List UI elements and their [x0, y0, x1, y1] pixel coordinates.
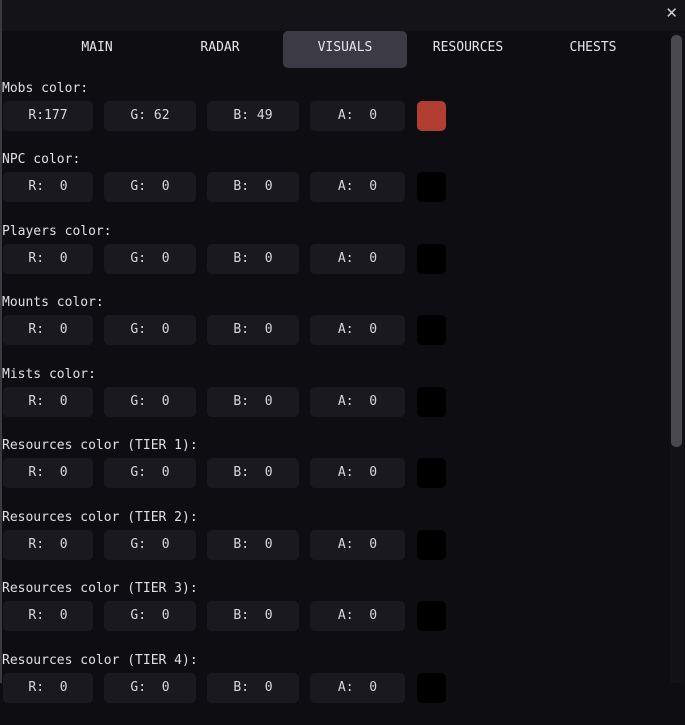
title-bar: ✕ [0, 0, 685, 31]
tab-chests[interactable]: CHESTS [569, 40, 617, 55]
r-channel-input[interactable]: R: 0 [3, 673, 93, 703]
r-channel-input[interactable]: R: 0 [3, 172, 93, 202]
a-channel-input[interactable]: A: 0 [310, 530, 405, 560]
tab-bar: MAIN RADAR VISUALS RESOURCES CHESTS [0, 31, 668, 68]
r-channel-input[interactable]: R: 0 [3, 244, 93, 274]
color-label: Resources color (TIER 1): [2, 438, 198, 453]
g-channel-input[interactable]: G: 0 [104, 458, 196, 488]
a-channel-input[interactable]: A: 0 [310, 315, 405, 345]
color-label: Resources color (TIER 4): [2, 653, 198, 668]
color-label: Resources color (TIER 2): [2, 510, 198, 525]
color-swatch[interactable] [417, 101, 446, 131]
tab-radar[interactable]: RADAR [200, 40, 240, 55]
color-setting: Mobs color: R:177 G: 62 B: 49 A: 0 [0, 81, 668, 153]
color-setting: Players color: R: 0 G: 0 B: 0 A: 0 [0, 224, 668, 296]
g-channel-input[interactable]: G: 0 [104, 530, 196, 560]
color-swatch[interactable] [417, 530, 446, 560]
r-channel-input[interactable]: R:177 [3, 101, 93, 131]
r-channel-input[interactable]: R: 0 [3, 458, 93, 488]
color-label: NPC color: [2, 152, 81, 167]
color-setting: Mists color: R: 0 G: 0 B: 0 A: 0 [0, 367, 668, 439]
b-channel-input[interactable]: B: 0 [207, 530, 299, 560]
color-swatch[interactable] [417, 244, 446, 274]
r-channel-input[interactable]: R: 0 [3, 530, 93, 560]
a-channel-input[interactable]: A: 0 [310, 458, 405, 488]
color-label: Mounts color: [2, 295, 104, 310]
color-setting: Resources color (TIER 3): R: 0 G: 0 B: 0 A: … [0, 581, 668, 653]
scrollbar-thumb[interactable] [671, 35, 682, 447]
color-label: Mists color: [2, 367, 96, 382]
r-channel-input[interactable]: R: 0 [3, 387, 93, 417]
g-channel-input[interactable]: G: 0 [104, 244, 196, 274]
g-channel-input[interactable]: G: 0 [104, 601, 196, 631]
b-channel-input[interactable]: B: 0 [207, 244, 299, 274]
g-channel-input[interactable]: G: 0 [104, 673, 196, 703]
color-setting: Mounts color: R: 0 G: 0 B: 0 A: 0 [0, 295, 668, 367]
color-label: Players color: [2, 224, 112, 239]
g-channel-input[interactable]: G: 62 [104, 101, 196, 131]
a-channel-input[interactable]: A: 0 [310, 172, 405, 202]
tab-main[interactable]: MAIN [81, 40, 113, 55]
a-channel-input[interactable]: A: 0 [310, 673, 405, 703]
g-channel-input[interactable]: G: 0 [104, 387, 196, 417]
b-channel-input[interactable]: B: 0 [207, 458, 299, 488]
a-channel-input[interactable]: A: 0 [310, 601, 405, 631]
b-channel-input[interactable]: B: 0 [207, 172, 299, 202]
color-swatch[interactable] [417, 601, 446, 631]
color-swatch[interactable] [417, 673, 446, 703]
color-setting: NPC color: R: 0 G: 0 B: 0 A: 0 [0, 152, 668, 224]
g-channel-input[interactable]: G: 0 [104, 315, 196, 345]
scrollbar[interactable] [670, 33, 684, 683]
b-channel-input[interactable]: B: 0 [207, 673, 299, 703]
b-channel-input[interactable]: B: 0 [207, 601, 299, 631]
color-swatch[interactable] [417, 315, 446, 345]
b-channel-input[interactable]: B: 0 [207, 315, 299, 345]
color-swatch[interactable] [417, 172, 446, 202]
b-channel-input[interactable]: B: 0 [207, 387, 299, 417]
r-channel-input[interactable]: R: 0 [3, 315, 93, 345]
a-channel-input[interactable]: A: 0 [310, 387, 405, 417]
color-swatch[interactable] [417, 387, 446, 417]
color-label: Resources color (TIER 3): [2, 581, 198, 596]
a-channel-input[interactable]: A: 0 [310, 244, 405, 274]
tab-visuals[interactable]: VISUALS [283, 31, 407, 68]
r-channel-input[interactable]: R: 0 [3, 601, 93, 631]
color-swatch[interactable] [417, 458, 446, 488]
b-channel-input[interactable]: B: 49 [207, 101, 299, 131]
color-setting: Resources color (TIER 1): R: 0 G: 0 B: 0 A: … [0, 438, 668, 510]
color-setting: Resources color (TIER 4): R: 0 G: 0 B: 0 A: … [0, 653, 668, 725]
color-setting: Resources color (TIER 2): R: 0 G: 0 B: 0 A: … [0, 510, 668, 582]
tab-resources[interactable]: RESOURCES [432, 40, 504, 55]
color-label: Mobs color: [2, 81, 89, 96]
window-border [0, 0, 2, 683]
g-channel-input[interactable]: G: 0 [104, 172, 196, 202]
a-channel-input[interactable]: A: 0 [310, 101, 405, 131]
close-icon[interactable]: ✕ [665, 4, 678, 22]
